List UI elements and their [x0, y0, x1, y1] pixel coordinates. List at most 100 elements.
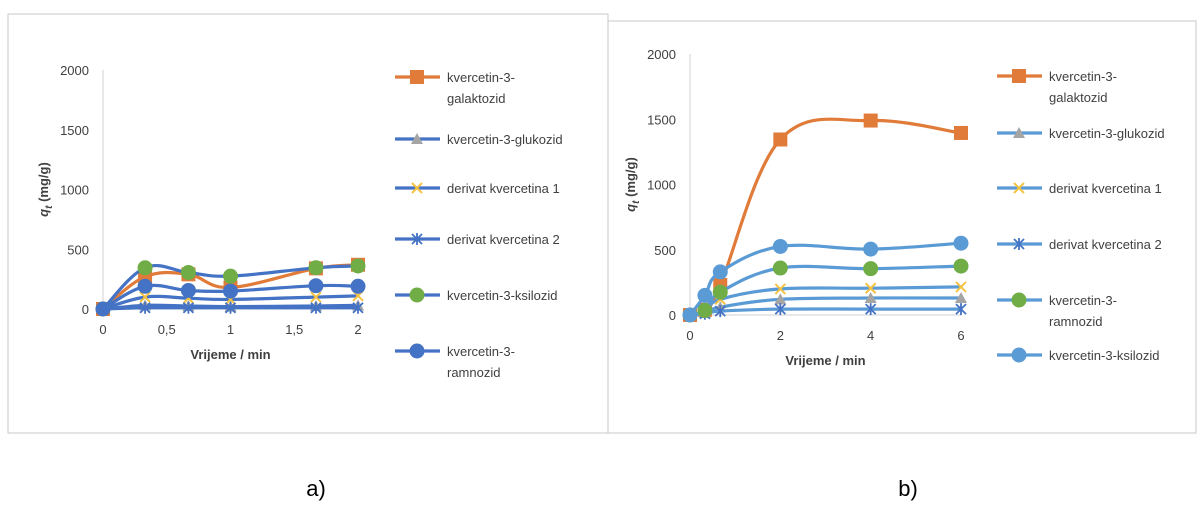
y-axis-title: qt (mg/g): [36, 162, 55, 217]
y-tick-label: 1000: [60, 183, 89, 198]
legend-label: kvercetin-3- ramnozid: [1049, 293, 1117, 329]
x-axis-title: Vrijeme / min: [190, 347, 270, 362]
x-tick-label: 2: [777, 328, 784, 343]
data-point: [180, 282, 196, 298]
legend-label-line: kvercetin-3-: [1049, 69, 1117, 84]
x-tick-label: 1: [227, 322, 234, 337]
y-tick-label: 1000: [647, 178, 676, 193]
legend-label-line: kvercetin-3-: [1049, 293, 1117, 308]
y-tick-label: 1500: [60, 123, 89, 138]
y-tick-label: 500: [654, 243, 676, 258]
data-point: [137, 260, 153, 276]
data-point: [350, 258, 366, 274]
legend-label-line: kvercetin-3-glukozid: [447, 132, 563, 147]
data-point: [682, 307, 698, 323]
data-point: [139, 291, 151, 303]
y-axis-title-symbol: q: [623, 204, 638, 212]
y-tick-label: 0: [669, 308, 676, 323]
y-tick-label: 1500: [647, 112, 676, 127]
data-point: [863, 113, 878, 128]
legend-label-line: derivat kvercetina 2: [447, 232, 560, 247]
data-point: [712, 284, 728, 300]
x-axis-title: Vrijeme / min: [785, 353, 865, 368]
data-point: [308, 260, 324, 276]
data-point: [182, 301, 195, 314]
legend-label-line: kvercetin-3-glukozid: [1049, 126, 1165, 141]
panel-label-a: a): [306, 476, 326, 501]
data-point: [953, 258, 969, 274]
legend-swatch-marker: [1012, 69, 1026, 83]
data-point: [955, 292, 967, 304]
legend-label-line: kvercetin-3-ksilozid: [447, 288, 558, 303]
data-point: [865, 303, 877, 316]
data-point: [955, 281, 967, 293]
legend-swatch-marker: [1011, 347, 1027, 363]
y-tick-label: 0: [82, 302, 89, 317]
data-point: [772, 260, 788, 276]
legend-label-line: kvercetin-3-: [447, 70, 515, 85]
data-point: [137, 278, 153, 294]
legend-label-line: galaktozid: [1049, 90, 1108, 105]
chart-frame-a: [7, 13, 609, 434]
legend-swatch-marker: [411, 233, 423, 245]
y-axis-title-unit: (mg/g): [623, 157, 638, 200]
data-point: [712, 264, 728, 280]
legend-swatch-marker: [1013, 238, 1025, 250]
x-tick-label: 0: [686, 328, 693, 343]
data-point: [774, 293, 787, 305]
legend-label-line: derivat kvercetina 2: [1049, 237, 1162, 252]
y-axis-title-symbol: q: [36, 209, 51, 217]
data-point: [772, 238, 788, 254]
chart-frame-b: [607, 20, 1197, 434]
legend-label-line: kvercetin-3-: [447, 344, 515, 359]
data-point: [714, 305, 726, 318]
legend-swatch-marker: [1011, 292, 1027, 308]
legend-swatch-marker: [410, 70, 424, 84]
legend-label: derivat kvercetina 2: [447, 232, 560, 247]
data-point: [953, 235, 969, 251]
data-point: [954, 125, 968, 140]
data-point: [180, 265, 196, 281]
data-point: [697, 302, 713, 318]
legend-label: kvercetin-3-ksilozid: [1049, 348, 1160, 363]
legend-label-line: derivat kvercetina 1: [447, 181, 560, 196]
legend-swatch-marker: [411, 133, 423, 144]
data-point: [139, 301, 151, 314]
y-tick-label: 2000: [60, 63, 89, 78]
legend-swatch-marker: [409, 287, 425, 303]
data-point: [955, 303, 967, 316]
y-axis-title-subscript: t: [44, 205, 55, 209]
y-axis-title-subscript: t: [631, 200, 642, 204]
legend-label-line: derivat kvercetina 1: [1049, 181, 1162, 196]
data-point: [223, 283, 238, 299]
legend-label-line: kvercetin-3-ksilozid: [1049, 348, 1160, 363]
legend-swatch-marker: [411, 182, 423, 194]
data-point: [864, 292, 877, 304]
chart-a: 0 500 1000 1500 2000 0 0,5 1 1,5 2 Vrijeme / min qt…: [36, 63, 563, 380]
data-point: [697, 287, 713, 303]
data-point: [352, 301, 364, 314]
y-tick-label: 500: [67, 242, 89, 257]
data-point: [223, 268, 238, 284]
y-tick-label: 2000: [647, 47, 676, 62]
data-point: [774, 283, 787, 295]
x-tick-label: 2: [354, 322, 361, 337]
data-point: [310, 291, 322, 303]
y-axis-title-unit: (mg/g): [36, 162, 51, 205]
legend-label: derivat kvercetina 1: [1049, 181, 1162, 196]
data-point: [224, 301, 237, 314]
series-line: [101, 306, 360, 311]
data-point: [863, 241, 879, 257]
legend-label: derivat kvercetina 1: [447, 181, 560, 196]
legend-swatch-marker: [1013, 127, 1025, 138]
legend-label: kvercetin-3-glukozid: [447, 132, 563, 147]
x-tick-label: 4: [867, 328, 874, 343]
legend-label-line: galaktozid: [447, 91, 506, 106]
data-point: [310, 301, 322, 314]
data-point: [95, 301, 111, 317]
legend-swatch-marker: [409, 343, 425, 359]
legend-label: kvercetin-3-glukozid: [1049, 126, 1165, 141]
x-tick-label: 0,5: [158, 322, 176, 337]
data-point: [863, 261, 879, 277]
